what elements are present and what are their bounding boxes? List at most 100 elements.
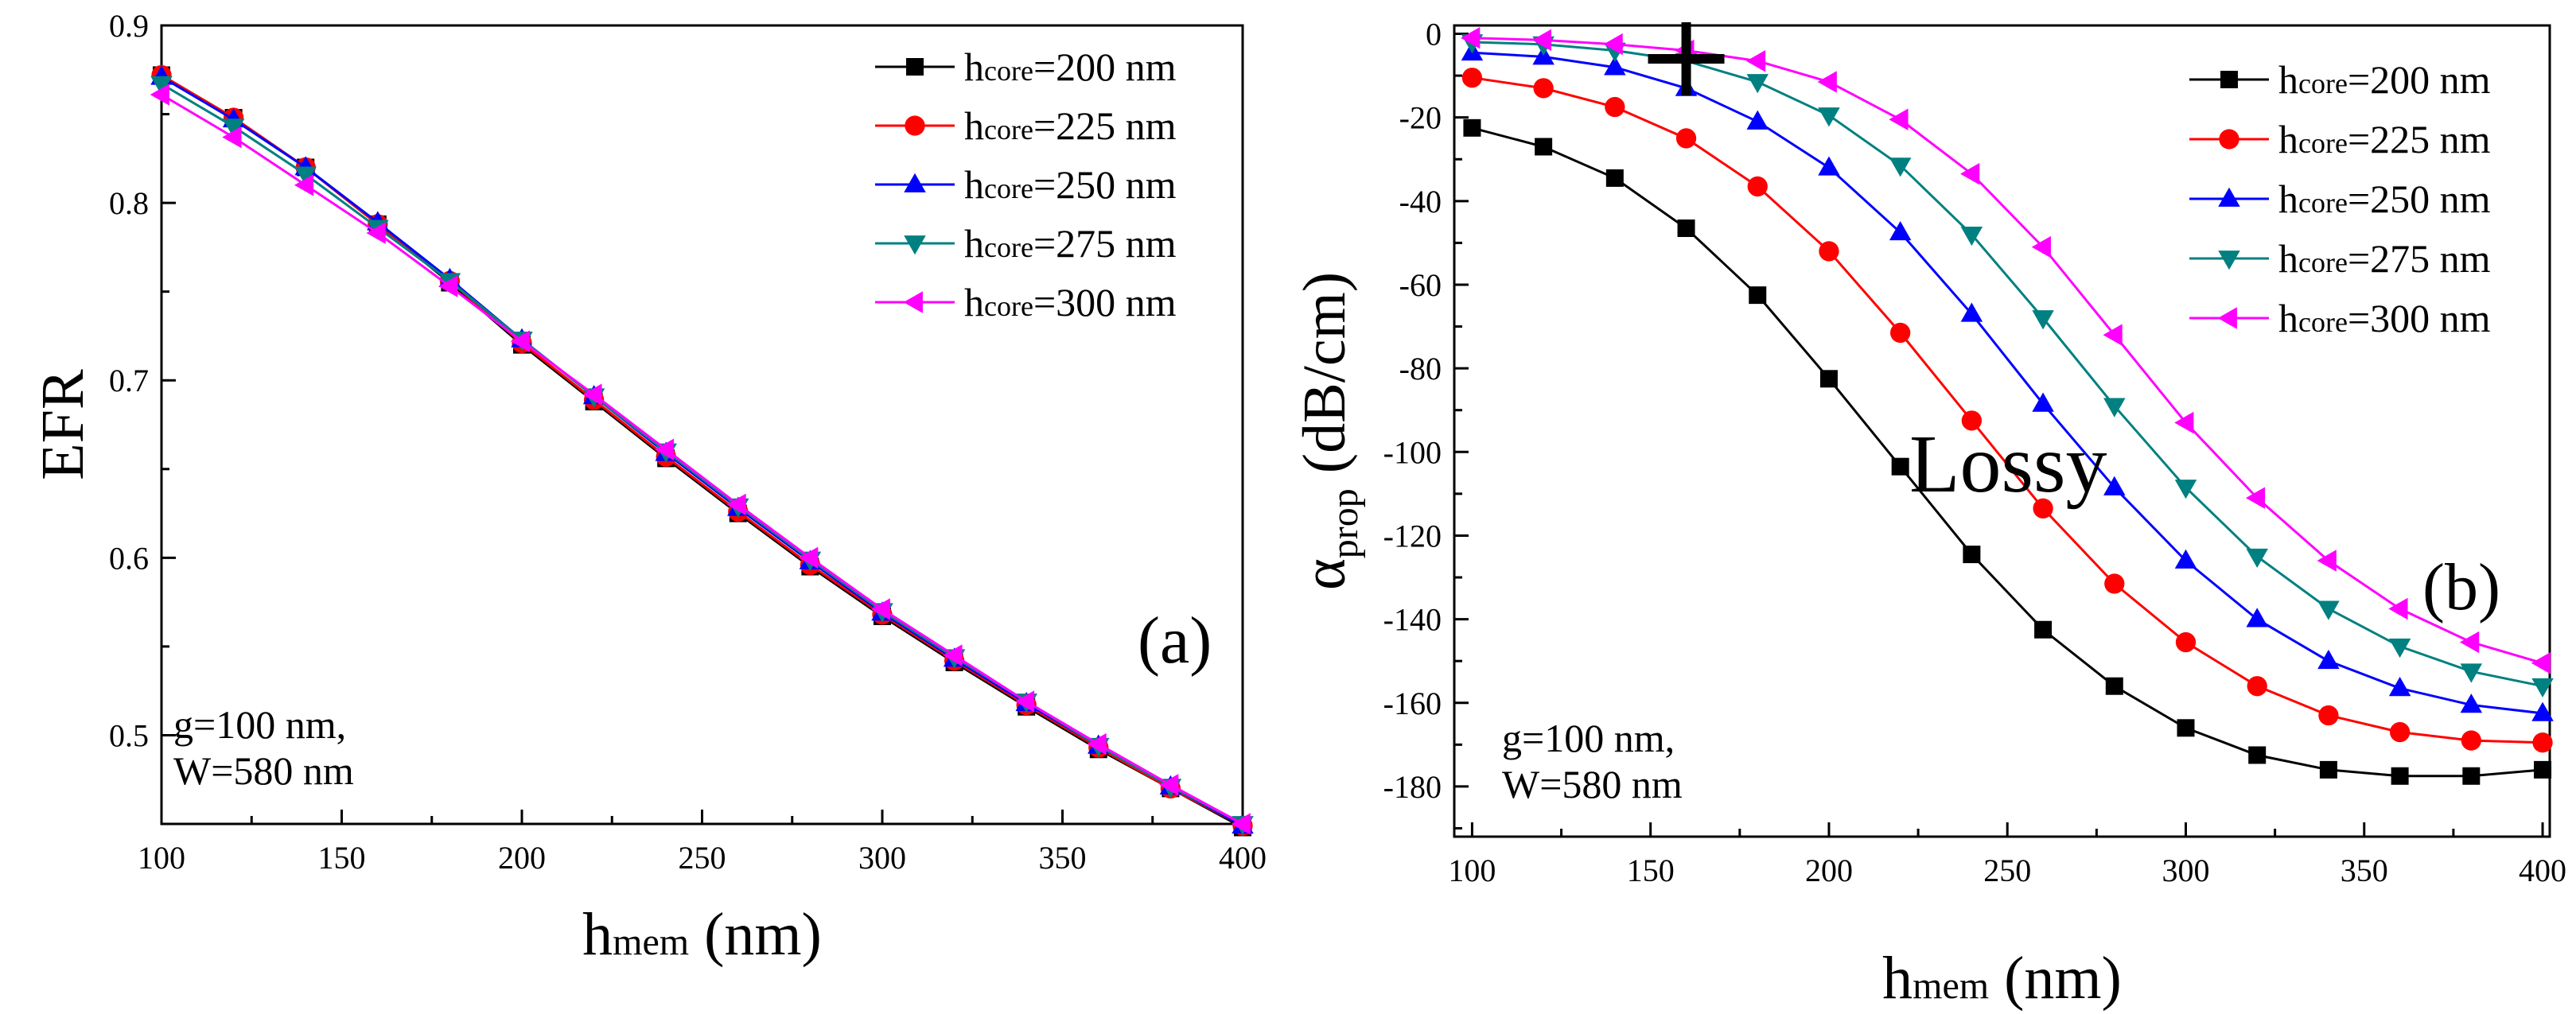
x-tick-label: 350: [2341, 853, 2388, 888]
annotation-text: W=580 nm: [173, 748, 354, 793]
y-tick-label: 0.9: [109, 8, 149, 44]
data-point: [2245, 487, 2266, 509]
data-point: [1675, 128, 1697, 149]
x-tick-label: 250: [1983, 853, 2031, 888]
series-300: [150, 84, 1251, 835]
legend-label-main: h: [2278, 296, 2298, 340]
data-point: [1960, 226, 1983, 247]
data-point: [1531, 29, 1552, 52]
data-point: [150, 76, 173, 95]
legend-marker: [904, 235, 926, 255]
legend-marker: [2220, 71, 2238, 88]
data-point: [1604, 56, 1626, 76]
series-line: [1472, 37, 2543, 665]
y-tick-label: -140: [1383, 602, 1442, 638]
data-point: [1535, 138, 1553, 156]
legend-label-value: =250 nm: [1033, 162, 1177, 207]
y-tick-label: -160: [1383, 686, 1442, 721]
legend-label-value: =225 nm: [2348, 117, 2491, 161]
y-tick-label: 0.5: [109, 717, 149, 753]
data-point: [2389, 721, 2411, 743]
legend-label-sub: core: [984, 114, 1033, 146]
legend-label-main: h: [2278, 236, 2298, 281]
data-point: [2103, 476, 2126, 495]
y-tick-label: 0.7: [109, 363, 149, 398]
data-point: [1014, 690, 1035, 713]
data-point: [2531, 678, 2554, 698]
data-point: [2246, 608, 2268, 627]
y-tick-label: -80: [1399, 351, 1442, 387]
legend-label: hcore=300 nm: [964, 280, 1177, 324]
x-tick-label: 100: [138, 840, 185, 876]
y-axis-label: EFR: [29, 369, 96, 480]
panel-a: 100 150 200 250 300 350 4000.50.60.70.80.9hcor…: [29, 8, 1267, 968]
legend-label-sub: core: [2298, 247, 2348, 278]
data-point: [2174, 480, 2197, 499]
data-point: [2103, 398, 2126, 418]
data-point: [2177, 719, 2195, 737]
y-tick-label: 0: [1426, 17, 1442, 52]
data-point: [150, 84, 169, 106]
data-point: [1818, 107, 1840, 127]
x-tick-label: 200: [1805, 853, 1853, 888]
data-point: [1818, 156, 1840, 176]
data-point: [1533, 78, 1554, 99]
y-tick-label: -60: [1399, 267, 1442, 303]
annotation-text: W=580 nm: [1502, 762, 1683, 806]
legend-label: hcore=300 nm: [2278, 296, 2491, 340]
legend-label-value: =275 nm: [2348, 236, 2491, 281]
data-point: [943, 644, 963, 666]
data-point: [2318, 705, 2339, 726]
legend-marker: [904, 173, 926, 192]
data-point: [2460, 693, 2483, 713]
y-tick-label: -100: [1383, 434, 1442, 470]
legend-label-value: =300 nm: [2348, 296, 2491, 340]
data-point: [2531, 701, 2554, 721]
legend-label-value: =250 nm: [2348, 177, 2491, 221]
x-tick-label: 200: [498, 840, 546, 876]
x-tick-label: 300: [858, 840, 906, 876]
legend-marker: [2217, 307, 2237, 329]
data-point: [1817, 71, 1837, 93]
data-point: [1963, 546, 1981, 564]
data-point: [2033, 498, 2053, 519]
data-point: [2319, 760, 2337, 779]
data-point: [2174, 411, 2194, 434]
data-point: [2246, 548, 2268, 569]
y-tick-label: -20: [1399, 100, 1442, 136]
data-point: [2174, 549, 2197, 569]
data-point: [2032, 392, 2054, 412]
legend-label-main: h: [964, 221, 984, 266]
x-axis-label-main: h: [1882, 945, 1913, 1012]
series-line: [1472, 126, 2543, 778]
y-tick-label: -40: [1399, 184, 1442, 220]
series-line: [1472, 76, 2543, 744]
data-point: [1890, 322, 1911, 344]
x-axis-label-sub: mem: [613, 921, 689, 963]
data-point: [1891, 457, 1909, 476]
data-point: [1819, 370, 1838, 388]
y-tick-label: 0.6: [109, 540, 149, 576]
data-point: [510, 330, 530, 352]
plus-marker: [1648, 22, 1725, 96]
legend-label-main: h: [2278, 177, 2298, 221]
legend-marker: [903, 291, 923, 313]
data-point: [2317, 649, 2340, 670]
legend-label-sub: core: [2298, 127, 2348, 159]
legend-label-main: h: [964, 280, 984, 324]
data-point: [2034, 620, 2053, 639]
series-225: [1461, 68, 2553, 753]
x-tick-label: 400: [1219, 840, 1267, 876]
data-point: [1749, 286, 1767, 305]
data-point: [2534, 760, 2552, 779]
data-point: [1605, 169, 1624, 187]
series-250: [1461, 41, 2554, 721]
legend-label: hcore=250 nm: [2278, 177, 2491, 221]
legend-marker: [2218, 251, 2240, 270]
y-tick-label: -120: [1383, 518, 1442, 554]
data-point: [1889, 157, 1912, 177]
x-tick-label: 250: [679, 840, 726, 876]
data-point: [2460, 631, 2480, 654]
series-300: [1461, 27, 2551, 674]
